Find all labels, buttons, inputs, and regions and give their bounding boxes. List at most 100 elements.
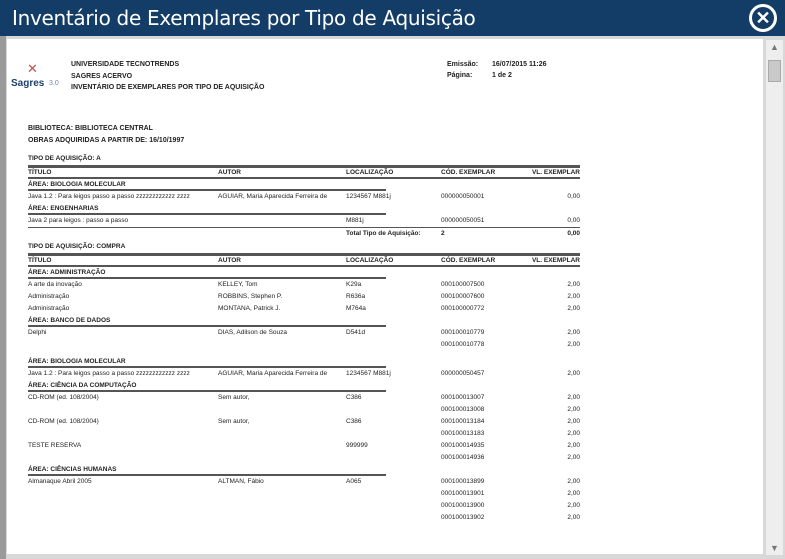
pagina-label: Página: bbox=[447, 72, 473, 79]
column-header-localizacao: LOCALIZAÇÃO bbox=[346, 169, 394, 176]
cell-cod-exemplar: 000100010779 bbox=[441, 329, 485, 336]
cell-titulo: Administração bbox=[28, 305, 70, 312]
area-heading: ÁREA: ADMINISTRAÇÃO bbox=[28, 267, 580, 279]
scroll-down-icon[interactable]: ▼ bbox=[770, 543, 779, 553]
cell-cod-exemplar: 000100013007 bbox=[441, 394, 485, 401]
table-row: 000100013900 2,00 bbox=[28, 500, 580, 512]
cell-vl-exemplar: 2,00 bbox=[567, 430, 580, 437]
area-heading: ÁREA: CIÊNCIAS HUMANAS bbox=[28, 464, 580, 476]
cell-cod-exemplar: 000100013184 bbox=[441, 418, 485, 425]
area-label: ÁREA: CIÊNCIAS HUMANAS bbox=[28, 466, 117, 473]
cell-autor: AGUIAR, Maria Aparecida Ferreira de bbox=[218, 193, 328, 200]
cell-autor: Sem autor, bbox=[218, 418, 250, 425]
table-row: 000100013901 2,00 bbox=[28, 488, 580, 500]
viewer-edge bbox=[0, 36, 6, 559]
column-header-cod-exemplar: CÓD. EXEMPLAR bbox=[441, 169, 496, 176]
column-header-row: TÍTULO AUTOR LOCALIZAÇÃO CÓD. EXEMPLAR VL. E… bbox=[28, 165, 580, 179]
logo-x-icon: ✕ bbox=[27, 61, 38, 76]
table-row: CD-ROM (ed. 108/2004) Sem autor, C386 00010… bbox=[28, 416, 580, 428]
biblioteca: BIBLIOTECA: BIBLIOTECA CENTRAL bbox=[28, 125, 153, 132]
cell-cod-exemplar: 000100013900 bbox=[441, 502, 485, 509]
cell-autor: AGUIAR, Maria Aparecida Ferreira de bbox=[218, 370, 328, 377]
column-header-autor: AUTOR bbox=[218, 169, 241, 176]
column-header-titulo: TÍTULO bbox=[28, 169, 52, 176]
area-label: ÁREA: BIOLOGIA MOLECULAR bbox=[28, 181, 126, 188]
cell-cod-exemplar: 000100014936 bbox=[441, 454, 485, 461]
column-header-vl-exemplar: VL. EXEMPLAR bbox=[531, 169, 580, 176]
scroll-up-icon[interactable]: ▲ bbox=[770, 42, 779, 52]
sagres-logo: ✕ Sagres 3.0 bbox=[11, 61, 65, 95]
report-title: INVENTÁRIO DE EXEMPLARES POR TIPO DE AQU… bbox=[71, 84, 265, 91]
close-circle-icon[interactable]: ✕ bbox=[749, 4, 777, 32]
table-row: Administração MONTANA, Patrick J. M764a 000… bbox=[28, 303, 580, 315]
emissao-value: 16/07/2015 11:26 bbox=[492, 61, 547, 68]
cell-localizacao: Total Tipo de Aquisição: bbox=[346, 230, 421, 237]
table-row: Java 1.2 : Para leigos passo a passo zzz… bbox=[28, 191, 580, 203]
column-header-autor: AUTOR bbox=[218, 257, 241, 264]
cell-localizacao: M764a bbox=[346, 305, 366, 312]
cell-cod-exemplar: 000100013901 bbox=[441, 490, 485, 497]
emissao-label: Emissão: bbox=[447, 61, 479, 68]
cell-localizacao: C386 bbox=[346, 418, 362, 425]
cell-titulo: Java 1.2 : Para leigos passo a passo zzz… bbox=[28, 370, 190, 377]
table-row: TESTE RESERVA 999999 000100014935 2,00 bbox=[28, 440, 580, 452]
tipo-label: TIPO DE AQUISIÇÃO: A bbox=[28, 155, 101, 162]
cell-cod-exemplar: 000100013008 bbox=[441, 406, 485, 413]
area-heading: ÁREA: BIOLOGIA MOLECULAR bbox=[28, 356, 580, 368]
vertical-scrollbar[interactable]: ▲ ▼ bbox=[766, 40, 783, 555]
cell-vl-exemplar: 2,00 bbox=[567, 418, 580, 425]
cell-localizacao: D541d bbox=[346, 329, 366, 336]
cell-autor: KELLEY, Tom bbox=[218, 281, 258, 288]
cell-localizacao: 999999 bbox=[346, 442, 368, 449]
cell-vl-exemplar: 2,00 bbox=[567, 341, 580, 348]
pagina-value: 1 de 2 bbox=[492, 72, 512, 79]
scroll-thumb[interactable] bbox=[768, 60, 781, 82]
tipo-aquisicao-heading: TIPO DE AQUISIÇÃO: COMPRA bbox=[28, 239, 580, 253]
cell-vl-exemplar: 2,00 bbox=[567, 478, 580, 485]
cell-vl-exemplar: 2,00 bbox=[567, 454, 580, 461]
cell-cod-exemplar: 000100007600 bbox=[441, 293, 485, 300]
cell-localizacao: K29a bbox=[346, 281, 362, 288]
table-row: 000100013008 2,00 bbox=[28, 404, 580, 416]
report-page: ✕ Sagres 3.0 UNIVERSIDADE TECNOTRENDS SA… bbox=[7, 39, 763, 554]
cell-titulo: A arte da inovação bbox=[28, 281, 82, 288]
cell-vl-exemplar: 2,00 bbox=[567, 305, 580, 312]
cell-cod-exemplar: 2 bbox=[441, 230, 445, 237]
area-label: ÁREA: CIÊNCIA DA COMPUTAÇÃO bbox=[28, 382, 137, 389]
cell-cod-exemplar: 000100013899 bbox=[441, 478, 485, 485]
cell-vl-exemplar: 2,00 bbox=[567, 329, 580, 336]
cell-cod-exemplar: 000000050001 bbox=[441, 193, 485, 200]
system-name: SAGRES ACERVO bbox=[71, 73, 133, 80]
cell-vl-exemplar: 2,00 bbox=[567, 490, 580, 497]
cell-localizacao: 1234567 M881j bbox=[346, 193, 391, 200]
cell-cod-exemplar: 000100010778 bbox=[441, 341, 485, 348]
cell-cod-exemplar: 000100013183 bbox=[441, 430, 485, 437]
table-row: Almanaque Abril 2005 ALTMAN, Fábio A065 000… bbox=[28, 476, 580, 488]
cell-vl-exemplar: 2,00 bbox=[567, 370, 580, 377]
cell-localizacao: M881j bbox=[346, 217, 364, 224]
cell-titulo: CD-ROM (ed. 108/2004) bbox=[28, 418, 99, 425]
cell-titulo: TESTE RESERVA bbox=[28, 442, 82, 449]
cell-vl-exemplar: 0,00 bbox=[567, 193, 580, 200]
cell-cod-exemplar: 000100000772 bbox=[441, 305, 485, 312]
cell-vl-exemplar: 2,00 bbox=[567, 442, 580, 449]
area-label: ÁREA: ADMINISTRAÇÃO bbox=[28, 269, 106, 276]
cell-vl-exemplar: 2,00 bbox=[567, 502, 580, 509]
logo-version: 3.0 bbox=[49, 80, 59, 87]
window-title: Inventário de Exemplares por Tipo de Aqu… bbox=[12, 6, 476, 30]
obras-desde: OBRAS ADQUIRIDAS A PARTIR DE: 16/10/1997 bbox=[28, 137, 185, 144]
column-header-localizacao: LOCALIZAÇÃO bbox=[346, 257, 394, 264]
cell-autor: ROBBINS, Stephen P. bbox=[218, 293, 283, 300]
cell-titulo: Java 2 para leigos : passo a passo bbox=[28, 217, 129, 224]
cell-cod-exemplar: 000100013902 bbox=[441, 514, 485, 521]
area-label: ÁREA: BIOLOGIA MOLECULAR bbox=[28, 358, 126, 365]
table-row: CD-ROM (ed. 108/2004) Sem autor, C386 00010… bbox=[28, 392, 580, 404]
cell-localizacao: A065 bbox=[346, 478, 362, 485]
area-label: ÁREA: ENGENHARIAS bbox=[28, 205, 99, 212]
area-heading: ÁREA: BIOLOGIA MOLECULAR bbox=[28, 179, 580, 191]
column-header-vl-exemplar: VL. EXEMPLAR bbox=[531, 257, 580, 264]
cell-vl-exemplar: 2,00 bbox=[567, 514, 580, 521]
table-row: 000100014936 2,00 bbox=[28, 452, 580, 464]
cell-autor: DIAS, Adilson de Souza bbox=[218, 329, 288, 336]
institution: UNIVERSIDADE TECNOTRENDS bbox=[71, 61, 180, 68]
